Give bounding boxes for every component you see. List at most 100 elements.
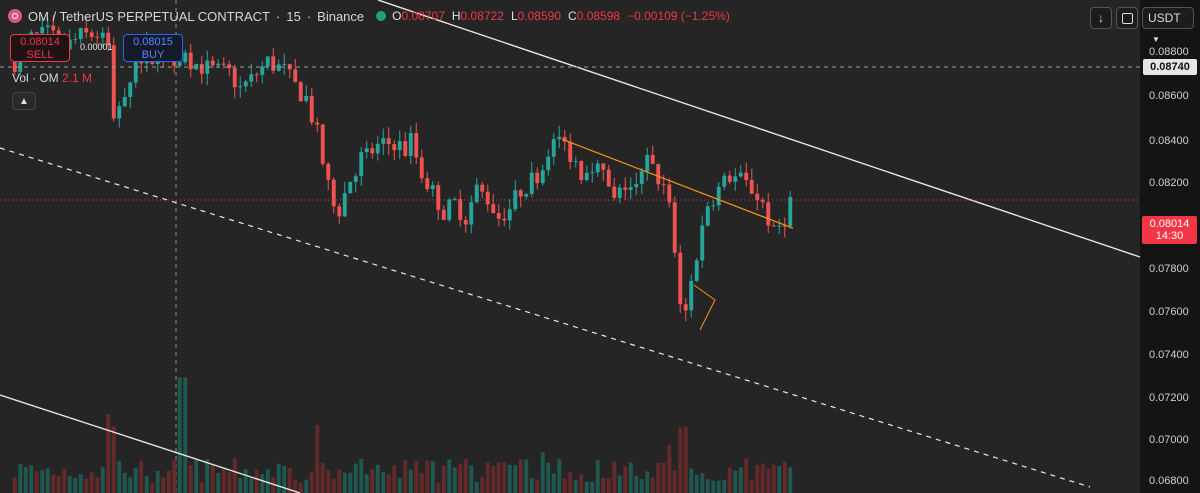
- volume-bar: [788, 467, 793, 493]
- candlestick-chart[interactable]: [0, 0, 1140, 493]
- volume-bar: [667, 444, 672, 493]
- volume-bar: [436, 482, 441, 493]
- candle-body: [634, 184, 639, 188]
- fullscreen-icon: [1121, 13, 1133, 25]
- volume-bar: [18, 464, 23, 493]
- volume-bar: [700, 473, 705, 493]
- chevron-down-icon: ▼: [1152, 35, 1160, 44]
- candle-body: [56, 30, 61, 37]
- volume-bar: [650, 477, 655, 493]
- volume-bar: [188, 465, 193, 493]
- volume-bar: [265, 469, 270, 493]
- volume-bar: [337, 469, 342, 493]
- volume-bar: [359, 458, 364, 493]
- volume-bar: [56, 475, 61, 493]
- candle-body: [210, 60, 215, 66]
- candle-body: [249, 74, 254, 82]
- ohlc-high: H0.08722: [451, 9, 504, 23]
- candle-body: [502, 218, 507, 221]
- volume-bar: [452, 467, 457, 493]
- candle-body: [122, 97, 127, 107]
- volume-bar: [529, 478, 534, 493]
- buy-price: 0.08015: [133, 36, 173, 48]
- candle-body: [441, 209, 446, 220]
- collapse-legend-button[interactable]: ▲: [12, 92, 36, 110]
- fullscreen-button[interactable]: [1116, 7, 1138, 29]
- symbol-name[interactable]: OM / TetherUS PERPETUAL CONTRACT: [28, 8, 270, 24]
- volume-bar: [210, 464, 215, 493]
- volume-bar: [639, 478, 644, 493]
- price-change: −0.00109 (−1.25%): [627, 9, 730, 23]
- volume-bar: [694, 474, 699, 493]
- candle-body: [51, 25, 56, 31]
- sell-button[interactable]: 0.08014 SELL: [10, 34, 70, 62]
- volume-bar: [216, 472, 221, 493]
- candle-body: [45, 25, 50, 28]
- candle-body: [260, 66, 265, 75]
- chart-pane[interactable]: [0, 0, 1140, 493]
- download-button[interactable]: ↓: [1090, 7, 1112, 29]
- candle-body: [557, 136, 562, 140]
- volume-bar: [342, 472, 347, 493]
- volume-bar: [309, 471, 314, 493]
- volume-bar: [122, 472, 127, 493]
- candle-body: [414, 133, 419, 158]
- volume-bar: [447, 459, 452, 493]
- volume-bar: [34, 471, 39, 493]
- volume-bar: [348, 472, 353, 493]
- candle-body: [353, 176, 358, 182]
- candle-body: [524, 193, 529, 197]
- candle-body: [623, 187, 628, 190]
- price-tick: 0.08600: [1149, 90, 1189, 102]
- candle-body: [309, 95, 314, 123]
- volume-bar: [458, 464, 463, 493]
- candle-body: [95, 36, 100, 38]
- volume-value: 2.1 M: [62, 71, 93, 85]
- volume-bar: [425, 460, 430, 493]
- currency-select[interactable]: USDT ▼: [1142, 7, 1194, 44]
- candle-body: [298, 82, 303, 102]
- candle-body: [342, 193, 347, 217]
- ohlc-values: O0.08707 H0.08722 L0.08590 C0.08598 −0.0…: [392, 9, 730, 23]
- candle-body: [34, 32, 39, 34]
- candle-body: [276, 64, 281, 71]
- currency-value: USDT: [1148, 11, 1181, 25]
- volume-bar: [755, 464, 760, 493]
- price-tick: 0.08400: [1149, 135, 1189, 147]
- candle-body: [386, 138, 391, 145]
- candle-body: [348, 181, 353, 194]
- volume-bar: [628, 462, 633, 493]
- volume-bar: [117, 461, 122, 493]
- candle-body: [117, 106, 122, 119]
- volume-bar: [51, 474, 56, 493]
- volume-bar: [78, 474, 83, 493]
- buy-button[interactable]: 0.08015 BUY: [123, 34, 183, 62]
- interval[interactable]: 15: [286, 8, 301, 24]
- candle-body: [551, 139, 556, 157]
- candle-body: [128, 82, 133, 98]
- volume-bar: [491, 465, 496, 493]
- candle-body: [304, 95, 309, 102]
- volume-bar: [568, 472, 573, 493]
- candle-body: [463, 219, 468, 225]
- volume-bar: [606, 478, 611, 493]
- volume-bar: [595, 460, 600, 493]
- volume-bar: [502, 462, 507, 493]
- volume-bar: [326, 470, 331, 493]
- volume-bar: [172, 459, 177, 493]
- candle-body: [535, 172, 540, 184]
- candle-body: [546, 156, 551, 171]
- candle-body: [672, 202, 677, 253]
- volume-bar: [227, 472, 232, 493]
- volume-bar: [320, 462, 325, 493]
- price-tick: 0.08800: [1149, 46, 1189, 58]
- volume-bar: [183, 377, 188, 493]
- volume-bar: [771, 464, 776, 493]
- candle-body: [419, 157, 424, 179]
- price-axis[interactable]: [1140, 0, 1200, 493]
- candle-body: [568, 141, 573, 162]
- volume-bar: [601, 477, 606, 493]
- candle-body: [716, 186, 721, 206]
- volume-bar: [111, 425, 116, 493]
- volume-bar: [513, 465, 518, 493]
